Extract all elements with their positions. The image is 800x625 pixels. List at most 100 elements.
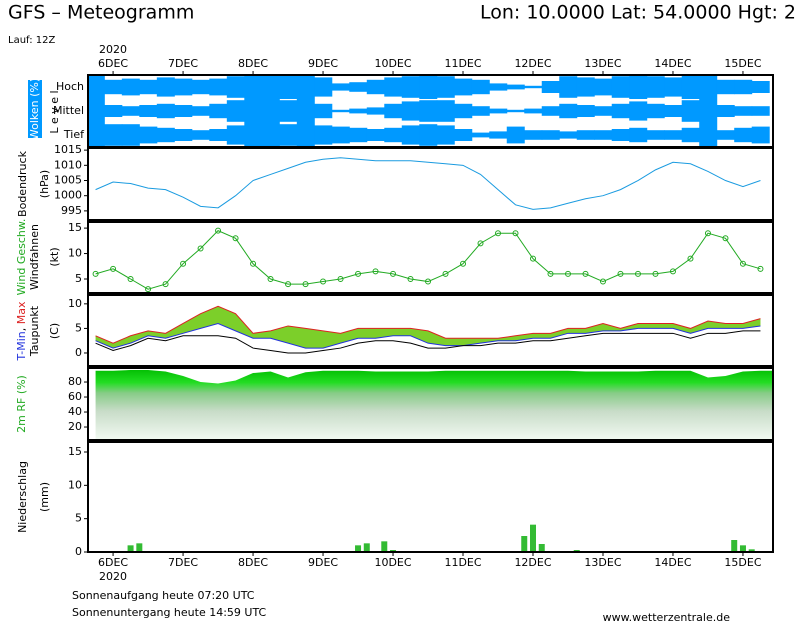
cloud-cell [576,130,595,140]
cloud-cell [401,76,420,98]
cloud-cell [699,75,718,99]
y-tick-label: 80 [68,375,82,388]
cloud-label: Wolken (%) [28,78,41,140]
cloud-cell [121,78,140,96]
y-tick-label: 40 [68,405,82,418]
cloud-cell [751,81,770,93]
cloud-cell [594,106,613,116]
cloud-cell [261,123,280,147]
date-label-bottom: 9DEC [308,556,338,569]
panel-plot [88,370,773,440]
cloud-cell [139,126,158,144]
y-tick-label: 5 [75,321,82,334]
cloud-cell [244,75,263,99]
precip-bar [530,524,537,552]
level-label: Tief [63,128,85,141]
cloud-cell [664,130,683,140]
line [95,230,761,290]
y-tick-label: 5 [75,272,82,285]
wind-marker [372,268,379,275]
cloud-cell [191,130,210,140]
cloud-cell [191,79,210,95]
wind-marker [320,278,327,285]
cloud-cell [751,106,770,116]
date-label-top: 7DEC [168,57,198,70]
precip-bar [538,544,545,552]
level-label: L e v e l [48,90,61,133]
wind-unit: (kt) [48,247,61,266]
wind-marker [757,265,764,272]
wind-marker [512,230,519,237]
run: Lauf: 12Z [8,35,55,46]
y-tick-label: 10 [68,478,82,491]
source: www.wetterzentrale.de [603,611,731,624]
cloud-cell [594,78,613,96]
wind-marker [442,270,449,277]
cloud-cell [454,103,473,119]
date-label-top: 9DEC [308,57,338,70]
precip-unit: (mm) [38,482,51,512]
cloud-cell [576,105,595,117]
cloud-cell [349,127,368,143]
cloud-cell [314,77,333,97]
wind-marker [687,255,694,262]
cloud-cell [226,76,245,98]
cloud-cell [156,127,175,143]
tmax-name: Max [15,301,28,324]
date-label-bottom: 11DEC [444,556,481,569]
wind-marker [285,281,292,288]
cloud-cell [489,131,508,139]
cloud-label-bg [28,80,42,138]
wind-marker [617,270,624,277]
wind-marker [477,240,484,247]
temp-label: T-Min, Max [15,301,28,361]
wind-marker [162,281,169,288]
cloud-cell [331,126,350,144]
cloud-cell [366,107,385,115]
cloud-cell [419,124,438,146]
date-label-top: 15DEC [724,57,761,70]
wind-label: Wind Geschw. [15,219,28,296]
cloud-cell [174,78,193,96]
cloud-cell [401,125,420,145]
cloud-cell [541,106,560,116]
precip-bar [363,543,370,552]
cloud-cell [734,106,753,116]
cloud-cell [436,125,455,145]
dewpoint-label: Taupunkt [28,305,41,357]
cloud-cell [261,75,280,99]
precip-bar [521,536,528,552]
cloud-cell [226,100,245,122]
precip-bar [355,545,362,552]
precip-bar [136,543,143,552]
cloud-cell [104,79,123,95]
cloud-cell [559,131,578,139]
cloud-cell [664,105,683,117]
line [95,322,761,349]
wind-marker [145,286,152,293]
cloud-cell [681,100,700,122]
year-top: 2020 [99,43,127,56]
wind-marker [92,270,99,277]
cloud-cell [751,126,770,144]
precip-bar [748,549,755,552]
panel-plot [92,227,764,293]
cloud-cell [349,108,368,114]
separator: , [15,324,28,331]
cloud-cell [104,105,123,117]
cloud-cell [594,130,613,140]
wind-marker [267,276,274,283]
wind-marker [460,260,467,267]
panel-plot [88,75,770,147]
wind-marker [495,230,502,237]
wind-marker [407,276,414,283]
date-label-bottom: 6DEC [98,556,128,569]
wind-marker [127,276,134,283]
wind-marker [302,281,309,288]
wind-marker [582,270,589,277]
panel-frame [87,441,774,553]
date-label-bottom: 7DEC [168,556,198,569]
cloud-cell [629,75,648,99]
title: GFS – Meteogramm [8,2,194,24]
cloud-cell [716,130,735,140]
